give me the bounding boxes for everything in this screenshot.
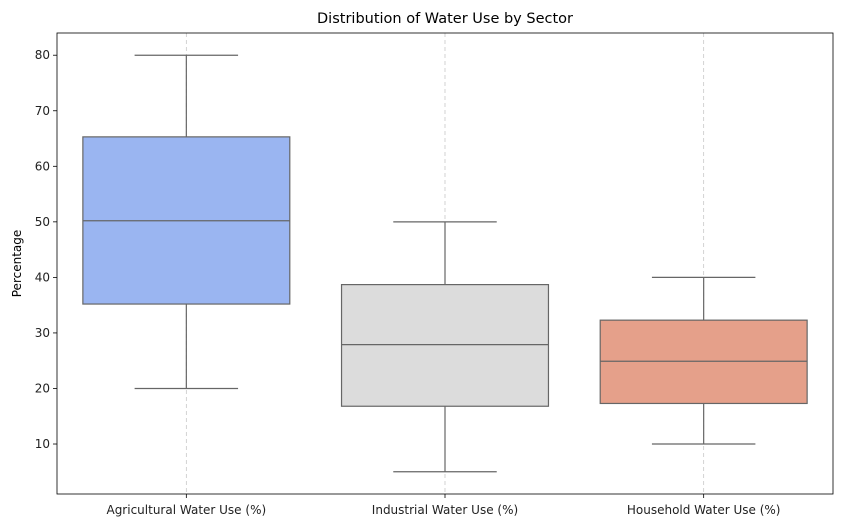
- x-tick-label: Household Water Use (%): [627, 503, 781, 517]
- box-group: [340, 221, 550, 473]
- y-tick-label: 40: [35, 270, 50, 284]
- box-iqr: [340, 284, 550, 407]
- y-axis-label: Percentage: [10, 230, 24, 298]
- box-group: [82, 54, 291, 390]
- x-tick-label: Industrial Water Use (%): [372, 503, 518, 517]
- box-layer: [82, 54, 808, 473]
- y-tick-label: 70: [35, 104, 50, 118]
- y-axis-ticks: 10 20 30 40 50 60 70 80: [35, 48, 57, 451]
- y-tick-label: 10: [35, 437, 50, 451]
- chart-title: Distribution of Water Use by Sector: [317, 11, 573, 27]
- box-group: [599, 276, 808, 445]
- plot-frame: [56, 32, 834, 495]
- y-tick-label: 60: [35, 159, 50, 173]
- y-tick-label: 50: [35, 215, 50, 229]
- x-axis-ticks: Agricultural Water Use (%) Industrial Wat…: [106, 494, 780, 517]
- y-tick-label: 20: [35, 381, 50, 395]
- x-tick-label: Agricultural Water Use (%): [106, 503, 266, 517]
- y-tick-label: 80: [35, 48, 50, 62]
- y-tick-label: 30: [35, 326, 50, 340]
